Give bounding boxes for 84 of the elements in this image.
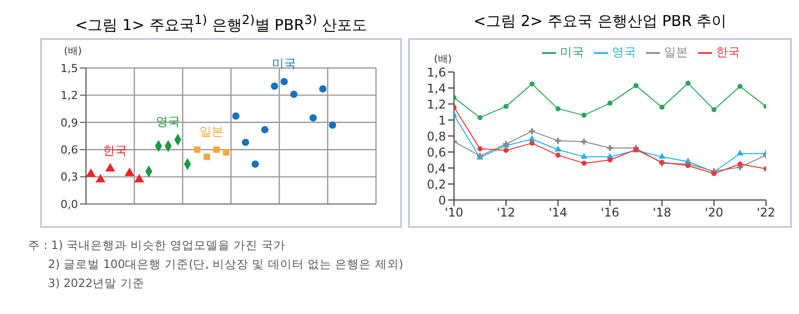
y-tick-label: 0,3 bbox=[60, 170, 78, 184]
point bbox=[737, 161, 743, 167]
point bbox=[105, 162, 116, 172]
y-tick-label: 0,6 bbox=[60, 144, 78, 157]
y-tick-label: 1 bbox=[438, 113, 446, 128]
y-tick-label: 0 bbox=[438, 193, 446, 208]
point bbox=[685, 80, 691, 86]
point bbox=[580, 152, 588, 159]
text: 2) 글로벌 100대은행 기준(단, 비상장 및 데이터 없는 은행은 제외) bbox=[47, 256, 404, 273]
y-axis-title: (배) bbox=[64, 45, 82, 58]
point bbox=[529, 140, 535, 146]
y-tick-label: 1,5 bbox=[60, 62, 78, 75]
point bbox=[280, 78, 288, 86]
chart-title: <그림 2> 주요국 은행산업 PBR 추이 bbox=[472, 12, 728, 32]
point bbox=[711, 107, 717, 112]
legend-label: 미국 bbox=[560, 45, 584, 59]
y-tick-label: 1,2 bbox=[426, 97, 446, 112]
series-label: 한국 bbox=[103, 144, 127, 158]
point bbox=[659, 104, 665, 110]
legend-label: 한국 bbox=[716, 45, 740, 59]
y-tick-label: 0,0 bbox=[60, 198, 78, 211]
point bbox=[581, 112, 587, 118]
x-tick-label: '10 bbox=[444, 206, 464, 220]
y-tick-label: 1,2 bbox=[60, 89, 78, 102]
point bbox=[319, 85, 326, 92]
point bbox=[328, 121, 336, 129]
point bbox=[607, 145, 613, 151]
point bbox=[96, 174, 106, 182]
legend-label: 일본 bbox=[664, 45, 688, 59]
y-tick-label: 0,6 bbox=[426, 145, 446, 160]
point bbox=[222, 149, 230, 156]
x-tick-label: '22 bbox=[756, 206, 776, 220]
chart-title: <그림 1> 주요국$^{1)}$ 은행$^{2)}$별 PBR$^{3)}$ 산포도 bbox=[74, 12, 368, 34]
x-tick-label: '14 bbox=[548, 206, 568, 220]
y-axis-title: (배) bbox=[434, 53, 452, 66]
point bbox=[633, 83, 639, 88]
point bbox=[270, 82, 278, 90]
point bbox=[711, 171, 717, 176]
x-tick-label: '20 bbox=[704, 206, 724, 220]
text: 3) 2022년말 기준 bbox=[47, 275, 146, 292]
point bbox=[503, 104, 509, 109]
point bbox=[555, 106, 561, 112]
y-tick-label: 0,4 bbox=[426, 161, 446, 176]
point bbox=[242, 138, 250, 146]
x-tick-label: '18 bbox=[652, 206, 672, 220]
point bbox=[134, 174, 144, 182]
point bbox=[261, 126, 268, 134]
point bbox=[607, 100, 613, 106]
y-tick-label: 1,4 bbox=[426, 81, 446, 96]
point bbox=[554, 146, 562, 152]
x-tick-label: '12 bbox=[496, 206, 516, 220]
text: 주 : 1) 국내은행과 비슷한 영업모델을 가진 국가 bbox=[28, 237, 286, 254]
point bbox=[86, 168, 96, 177]
point bbox=[736, 150, 744, 156]
legend-label: 영국 bbox=[612, 45, 636, 59]
point bbox=[737, 84, 743, 89]
y-tick-label: 0,2 bbox=[426, 177, 446, 192]
point bbox=[658, 152, 666, 159]
series-label: 미국 bbox=[272, 56, 296, 71]
point bbox=[529, 128, 535, 134]
point bbox=[213, 146, 220, 153]
point bbox=[555, 138, 561, 144]
y-tick-label: 0,8 bbox=[426, 129, 446, 144]
y-tick-label: 0,9 bbox=[60, 116, 78, 130]
y-tick-label: 1,6 bbox=[426, 65, 446, 80]
point bbox=[252, 160, 259, 168]
point bbox=[232, 112, 240, 120]
point bbox=[310, 114, 317, 122]
point bbox=[290, 90, 298, 98]
point bbox=[528, 135, 536, 142]
point bbox=[555, 152, 561, 158]
point bbox=[529, 81, 535, 87]
point bbox=[607, 157, 613, 163]
point bbox=[581, 160, 587, 166]
point bbox=[477, 146, 483, 152]
point bbox=[503, 148, 509, 153]
series-label: 일본 bbox=[200, 124, 224, 139]
series-label: 영국 bbox=[156, 114, 180, 129]
point bbox=[124, 167, 134, 176]
point bbox=[581, 138, 587, 145]
point bbox=[204, 154, 210, 160]
point bbox=[477, 115, 483, 120]
point bbox=[194, 146, 200, 153]
x-tick-label: '16 bbox=[600, 206, 620, 220]
